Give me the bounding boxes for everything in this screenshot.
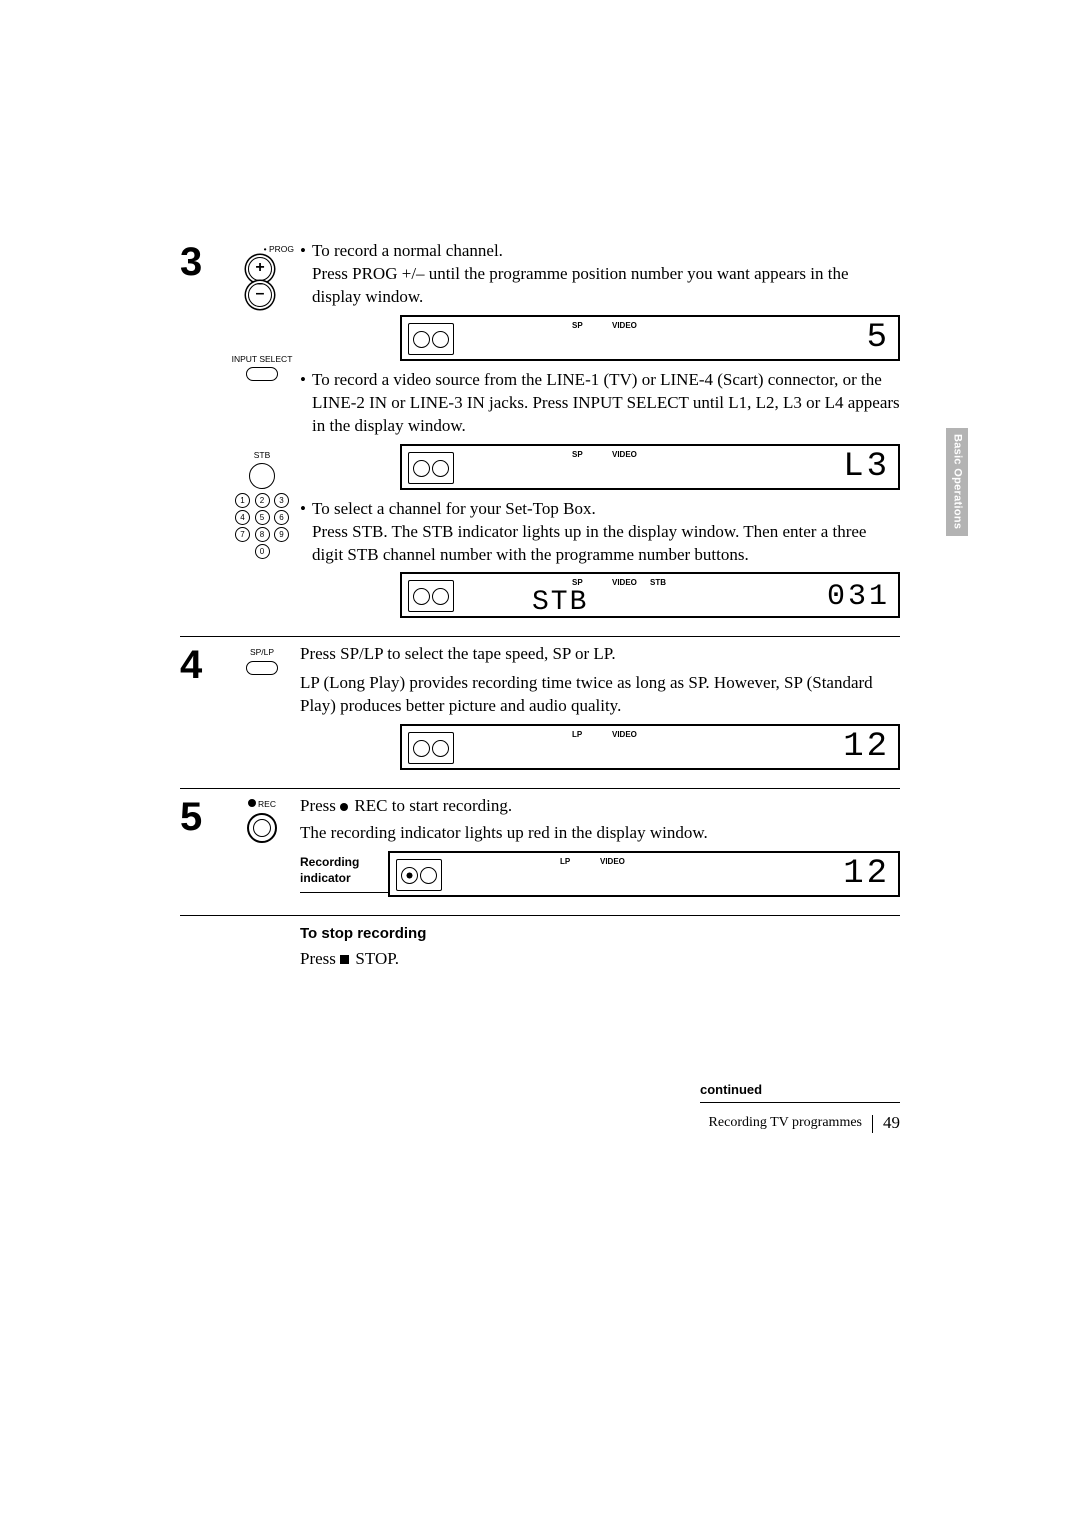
disp-tag-sp: SP — [572, 321, 583, 332]
rec-button-icon — [247, 813, 277, 843]
step4-body: Press SP/LP to select the tape speed, SP… — [300, 643, 900, 778]
step4-icons: SP/LP — [224, 643, 300, 778]
display-window-2: SP VIDEO L3 — [300, 444, 900, 490]
display-window-4: LP VIDEO 12 — [300, 724, 900, 770]
disp-readout: 12 — [843, 730, 890, 764]
section-tab-label: Basic Operations — [950, 434, 965, 529]
step3-bullet3-head: To select a channel for your Set-Top Box… — [312, 498, 900, 521]
step-number: 4 — [180, 643, 224, 778]
disp-tag-lp: LP — [560, 857, 570, 868]
disp-tag-stb: STB — [650, 578, 666, 589]
step-3: 3 • PROG +– INPUT SELECT STB 123 456 789… — [180, 240, 900, 637]
stb-label: STB — [224, 450, 300, 461]
input-select-button-icon — [246, 367, 278, 381]
step4-line2: LP (Long Play) provides recording time t… — [300, 672, 900, 718]
cassette-icon — [408, 452, 454, 484]
step3-body: •To record a normal channel. Press PROG … — [300, 240, 900, 626]
step5-icons: REC — [224, 795, 300, 905]
cassette-icon — [408, 732, 454, 764]
step-number: 3 — [180, 240, 224, 626]
step5-body: Press REC to start recording. The record… — [300, 795, 900, 905]
input-select-label: INPUT SELECT — [224, 355, 300, 364]
disp-readout: 5 — [867, 321, 890, 355]
stb-button-icon — [249, 463, 275, 489]
disp-tag-lp: LP — [572, 730, 582, 741]
recording-indicator-label: Recording indicator — [300, 851, 388, 897]
disp-readout: 031 — [827, 582, 890, 612]
stop-square-icon — [340, 949, 351, 968]
continued-label: continued — [700, 1081, 900, 1104]
step3-bullet2: To record a video source from the LINE-1… — [312, 369, 900, 438]
step3-bullet1-body: Press PROG +/– until the programme posit… — [312, 263, 900, 309]
page-footer: Recording TV programmes 49 — [709, 1112, 900, 1135]
step-number: 5 — [180, 795, 224, 905]
disp-tag-video: VIDEO — [612, 578, 637, 589]
step-5: 5 REC Press REC to start recording. The … — [180, 795, 900, 916]
stop-recording-block: To stop recording Press STOP. — [300, 924, 900, 971]
step5-line2: The recording indicator lights up red in… — [300, 822, 900, 845]
section-tab: Basic Operations — [946, 428, 968, 536]
disp-tag-sp: SP — [572, 450, 583, 461]
rec-dot-icon — [248, 799, 258, 809]
step3-bullet1-head: To record a normal channel. — [312, 240, 900, 263]
keypad-icon: 123 456 789 0 — [235, 493, 289, 559]
disp-tag-video: VIDEO — [612, 450, 637, 461]
splp-button-icon — [246, 661, 278, 675]
display-window-5: Recording indicator LP VIDEO 12 — [300, 851, 900, 897]
disp-readout: L3 — [843, 450, 890, 484]
stop-heading: To stop recording — [300, 924, 900, 944]
disp-tag-video: VIDEO — [612, 730, 637, 741]
disp-readout: 12 — [843, 857, 890, 891]
splp-label: SP/LP — [224, 647, 300, 658]
prog-plus-minus-icon: +– — [248, 257, 276, 307]
page-number: 49 — [883, 1112, 900, 1135]
cassette-rec-icon — [396, 859, 442, 891]
step4-line1: Press SP/LP to select the tape speed, SP… — [300, 643, 900, 666]
footer-title: Recording TV programmes — [709, 1114, 862, 1133]
display-window-3: SP VIDEO STB STB 031 — [300, 572, 900, 618]
prog-label: PROG — [269, 244, 294, 254]
disp-tag-video: VIDEO — [612, 321, 637, 332]
footer-separator — [872, 1115, 873, 1133]
disp-tag-video: VIDEO — [600, 857, 625, 868]
step3-icons: • PROG +– INPUT SELECT STB 123 456 789 0 — [224, 240, 300, 626]
step-4: 4 SP/LP Press SP/LP to select the tape s… — [180, 643, 900, 789]
stop-body: Press STOP. — [300, 948, 900, 971]
rec-label: REC — [258, 799, 276, 809]
display-window-1: SP VIDEO 5 — [300, 315, 900, 361]
manual-page: Basic Operations 3 • PROG +– INPUT SELEC… — [180, 240, 900, 971]
step5-line1: Press REC to start recording. — [300, 795, 900, 818]
step3-bullet3-body: Press STB. The STB indicator lights up i… — [312, 521, 900, 567]
cassette-icon — [408, 580, 454, 612]
disp-center-text: STB — [532, 584, 588, 622]
cassette-icon — [408, 323, 454, 355]
rec-dot-inline-icon — [340, 796, 350, 815]
